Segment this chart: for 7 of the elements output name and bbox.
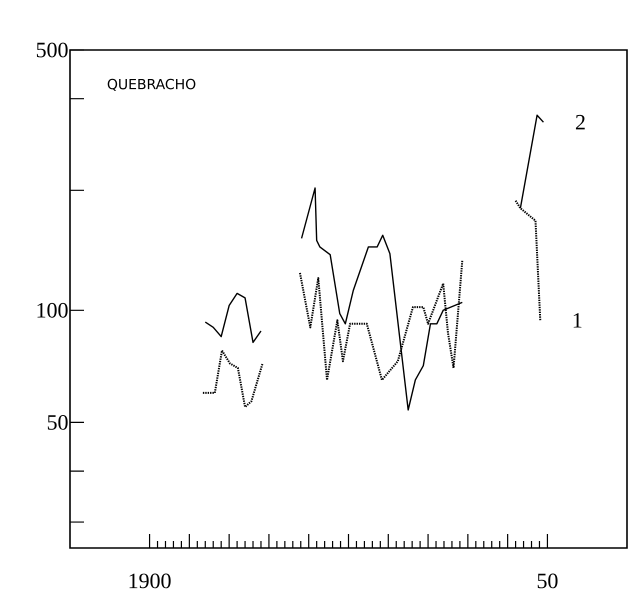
series-label: 2: [576, 114, 585, 130]
series-label: 1: [574, 313, 582, 328]
y-tick-label: 50: [48, 415, 68, 430]
text: QUEBRACHO: [108, 78, 196, 91]
x-tick-label: 1900: [130, 574, 171, 588]
y-tick-label: 100: [38, 302, 68, 318]
y-tick-label: 500: [36, 42, 68, 58]
